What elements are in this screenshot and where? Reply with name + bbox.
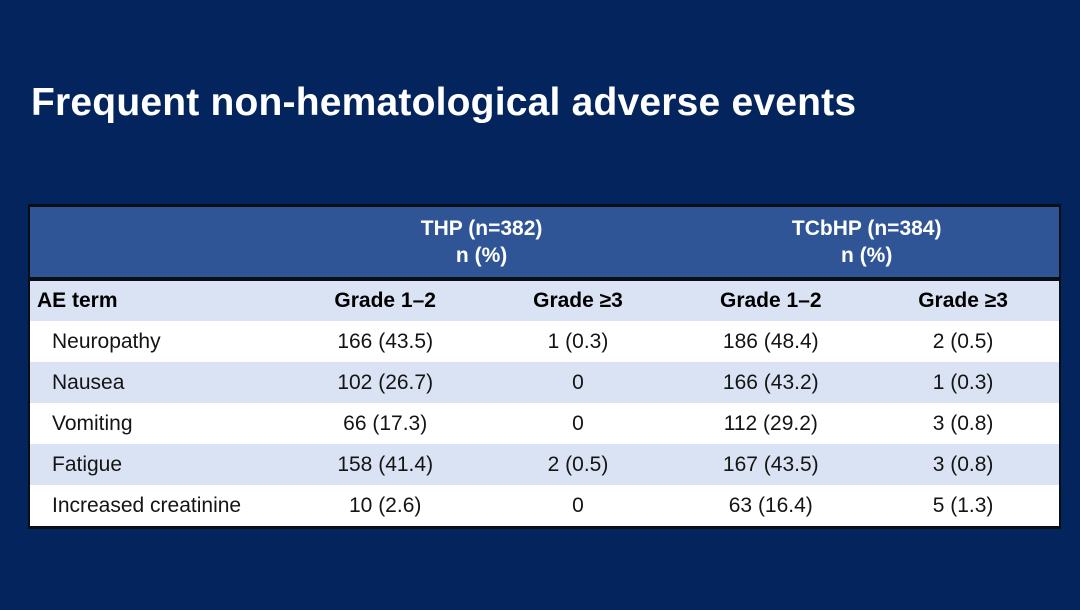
value-cell: 2 (0.5) [932, 329, 994, 353]
group-header-thp: THP (n=382) n (%) [288, 205, 675, 281]
value-cell: 158 (41.4) [337, 452, 434, 476]
value-cell: 3 (0.8) [932, 411, 994, 435]
column-header-thp-grade3: Grade ≥3 [481, 279, 675, 321]
group-header-row: THP (n=382) n (%) TCbHP (n=384) n (%) [29, 205, 1060, 281]
ae-term-cell: Vomiting [52, 411, 133, 435]
column-header-tcbhp-grade12: Grade 1–2 [674, 279, 868, 321]
column-header-row: AE term Grade 1–2 Grade ≥3 Grade 1–2 Gra… [29, 279, 1060, 321]
table-row-nausea: Nausea 102 (26.7) 0 166 (43.2) 1 (0.3) [29, 362, 1060, 403]
group-label-thp: THP (n=382) [420, 216, 543, 240]
value-cell: 1 (0.3) [547, 329, 609, 353]
column-header-ae-term: AE term [29, 279, 289, 321]
table-row-vomiting: Vomiting 66 (17.3) 0 112 (29.2) 3 (0.8) [29, 403, 1060, 444]
column-header-tcbhp-grade3: Grade ≥3 [867, 279, 1060, 321]
value-cell: 0 [572, 370, 584, 394]
value-cell: 112 (29.2) [723, 411, 818, 435]
group-sublabel-tcbhp: n (%) [841, 244, 893, 267]
value-cell: 186 (48.4) [722, 329, 819, 353]
table-row-fatigue: Fatigue 158 (41.4) 2 (0.5) 167 (43.5) 3 … [29, 444, 1060, 485]
value-cell: 0 [572, 493, 584, 517]
value-cell: 1 (0.3) [932, 370, 994, 394]
slide-title: Frequent non-hematological adverse event… [31, 81, 857, 124]
ae-term-cell: Neuropathy [52, 329, 161, 353]
column-header-thp-grade12: Grade 1–2 [288, 279, 482, 321]
value-cell: 63 (16.4) [728, 493, 813, 517]
group-header-tcbhp: TCbHP (n=384) n (%) [674, 205, 1060, 281]
group-sublabel-thp: n (%) [455, 244, 508, 267]
value-cell: 10 (2.6) [349, 493, 422, 517]
value-cell: 66 (17.3) [343, 411, 428, 435]
value-cell: 166 (43.2) [722, 370, 819, 394]
value-cell: 5 (1.3) [932, 493, 994, 517]
group-label-tcbhp: TCbHP (n=384) [791, 216, 942, 240]
adverse-events-table: THP (n=382) n (%) TCbHP (n=384) n (%) AE… [28, 204, 1061, 529]
table-row-neuropathy: Neuropathy 166 (43.5) 1 (0.3) 186 (48.4)… [29, 321, 1060, 362]
table-row-increased-creatinine: Increased creatinine 10 (2.6) 0 63 (16.4… [29, 485, 1060, 528]
ae-term-cell: Nausea [52, 370, 125, 394]
ae-term-cell: Fatigue [52, 452, 123, 476]
value-cell: 167 (43.5) [722, 452, 819, 476]
ae-term-cell: Increased creatinine [52, 493, 242, 517]
value-cell: 166 (43.5) [337, 329, 434, 353]
value-cell: 102 (26.7) [337, 370, 434, 394]
ae-table-container: THP (n=382) n (%) TCbHP (n=384) n (%) AE… [28, 204, 1061, 529]
value-cell: 3 (0.8) [932, 452, 994, 476]
corner-cell [29, 205, 289, 281]
value-cell: 2 (0.5) [547, 452, 609, 476]
value-cell: 0 [572, 411, 584, 435]
